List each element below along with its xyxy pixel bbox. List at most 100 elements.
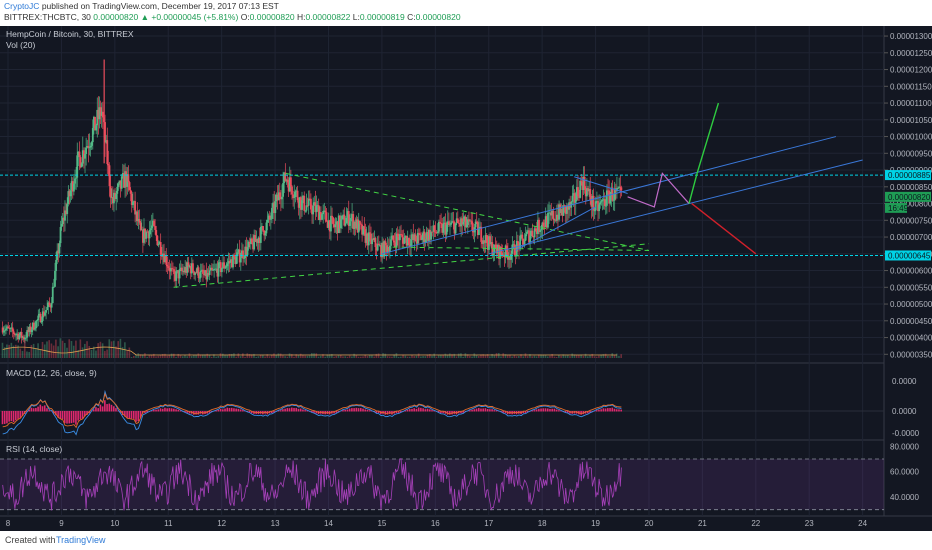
candle-body xyxy=(88,147,91,149)
channel-upper-line xyxy=(381,136,837,255)
candle-body xyxy=(167,266,170,268)
macd-histogram-bar xyxy=(364,409,367,412)
macd-histogram-bar xyxy=(250,411,253,414)
chart-canvas[interactable]: 0.00001300 0.00001250 0.00001200 0.00001150… xyxy=(0,26,932,531)
candle-body xyxy=(165,255,168,265)
candle-body xyxy=(172,268,174,270)
candle-body xyxy=(415,241,418,244)
candle-body xyxy=(143,228,145,243)
candle-body xyxy=(343,214,346,226)
candle-body xyxy=(137,219,140,222)
volume-bar xyxy=(595,356,598,358)
volume-bar xyxy=(426,354,429,358)
macd-histogram-bar xyxy=(132,411,135,419)
y-tick-label: 0.00000800 xyxy=(890,200,932,209)
candle-body xyxy=(557,214,559,220)
volume-bar xyxy=(495,353,498,358)
macd-histogram-bar xyxy=(489,409,491,412)
y-tick-label: 0.00000600 xyxy=(890,267,932,276)
candle-body xyxy=(64,210,66,221)
macd-histogram-bar xyxy=(6,411,8,424)
macd-histogram-bar xyxy=(21,411,24,416)
y-tick-label: 0.00001050 xyxy=(890,116,932,125)
volume-bar xyxy=(620,354,622,358)
candle-body xyxy=(538,219,540,232)
macd-histogram-bar xyxy=(609,408,611,412)
author-link[interactable]: CryptoJC xyxy=(4,1,40,11)
candle-body xyxy=(342,214,345,216)
candle-body xyxy=(80,163,83,168)
candle-body xyxy=(293,197,296,199)
macd-histogram-bar xyxy=(63,411,66,424)
candle-body xyxy=(278,192,281,198)
volume-bar xyxy=(317,356,320,358)
candle-body xyxy=(299,197,302,210)
volume-bar xyxy=(59,338,62,358)
x-tick-label: 10 xyxy=(110,519,119,528)
open-label: O: xyxy=(240,12,250,22)
candle-body xyxy=(368,232,371,234)
volume-bar xyxy=(19,348,22,358)
volume-bar xyxy=(615,353,618,358)
volume-bar xyxy=(480,354,482,358)
candle-body xyxy=(44,312,46,316)
candle-body xyxy=(256,239,259,243)
candle-body xyxy=(311,209,313,215)
candle-body xyxy=(72,183,75,192)
volume-bar xyxy=(578,354,580,358)
candle-body xyxy=(397,236,400,241)
tradingview-logo[interactable]: TradingView xyxy=(56,535,106,545)
candle-body xyxy=(612,199,615,201)
volume-bar xyxy=(228,353,231,358)
volume-bar xyxy=(413,356,416,358)
volume-bar xyxy=(522,356,525,358)
candle-body xyxy=(520,234,523,236)
macd-histogram-bar xyxy=(442,411,444,414)
candle-body xyxy=(330,215,332,232)
volume-bar xyxy=(170,353,173,358)
candle-body xyxy=(560,209,563,213)
candle-body xyxy=(220,268,223,273)
candle-body xyxy=(248,241,251,245)
volume-bar xyxy=(315,353,318,358)
candle-body xyxy=(39,313,42,323)
candle-body xyxy=(223,262,226,269)
volume-bar xyxy=(8,344,10,358)
candle-body xyxy=(602,199,605,201)
candle-body xyxy=(196,267,199,273)
candle-body xyxy=(583,176,586,190)
macd-histogram-bar xyxy=(84,411,86,417)
candle-body xyxy=(508,256,510,260)
macd-histogram-bar xyxy=(284,408,286,412)
candle-body xyxy=(373,238,376,240)
volume-bar xyxy=(469,355,471,358)
volume-bar xyxy=(368,355,371,358)
candle-body xyxy=(16,333,19,335)
candle-body xyxy=(480,226,483,242)
candle-body xyxy=(96,109,99,126)
volume-bar xyxy=(157,355,160,358)
candle-body xyxy=(107,163,110,166)
candle-body xyxy=(274,201,277,214)
volume-bar xyxy=(553,356,556,358)
macd-histogram-bar xyxy=(248,411,251,413)
candle-body xyxy=(214,268,217,270)
candle-body xyxy=(351,214,353,219)
macd-histogram-bar xyxy=(159,408,162,412)
volume-bar xyxy=(144,353,146,358)
volume-bar xyxy=(297,355,300,358)
candle-body xyxy=(499,246,501,259)
volume-bar xyxy=(112,340,115,358)
candle-body xyxy=(111,197,114,204)
candle-body xyxy=(120,176,123,189)
macd-histogram-bar xyxy=(299,408,302,412)
volume-bar xyxy=(282,355,284,358)
candle-body xyxy=(379,245,381,246)
candle-body xyxy=(205,270,208,280)
candle-body xyxy=(41,311,44,321)
candle-body xyxy=(502,254,505,256)
chart-area[interactable]: 0.00001300 0.00001250 0.00001200 0.00001150… xyxy=(0,26,932,531)
volume-bar xyxy=(424,356,427,358)
candle-body xyxy=(579,180,582,198)
candle-body xyxy=(341,215,343,220)
